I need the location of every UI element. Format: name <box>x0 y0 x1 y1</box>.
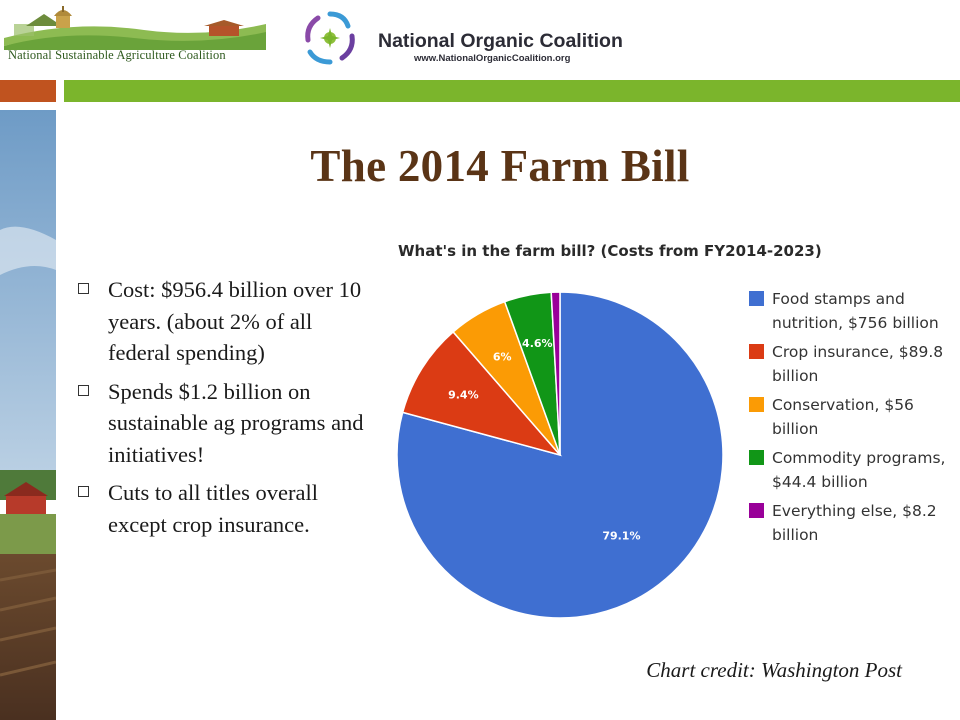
bullet-text: Spends $1.2 billion on sustainable ag pr… <box>108 378 364 467</box>
pie-slice-label: 9.4% <box>448 388 479 401</box>
legend-swatch <box>749 344 764 359</box>
bullet-item: Cost: $956.4 billion over 10 years. (abo… <box>76 274 376 369</box>
noc-logo-icon <box>305 11 355 65</box>
pie-slice <box>550 291 561 456</box>
chart-credit: Chart credit: Washington Post <box>646 658 902 682</box>
accent-bar-rust <box>0 80 56 102</box>
nsac-logo-graphic <box>4 6 266 50</box>
legend-label: Everything else, $8.2 billion <box>772 502 937 544</box>
page-title: The 2014 Farm Bill <box>310 141 690 191</box>
bullet-text: Cuts to all titles overall except crop i… <box>108 480 318 537</box>
noc-logo-name: National Organic Coalition <box>378 30 623 52</box>
bullet-item: Spends $1.2 billion on sustainable ag pr… <box>76 376 376 471</box>
noc-logo-url: www.NationalOrganicCoalition.org <box>414 53 571 64</box>
farm-photo-strip <box>0 110 56 720</box>
bullet-list: Cost: $956.4 billion over 10 years. (abo… <box>76 274 376 547</box>
pie-slice <box>396 291 724 619</box>
nsac-logo-text: National Sustainable Agriculture Coaliti… <box>8 48 226 62</box>
legend-label: Food stamps and nutrition, $756 billion <box>772 290 939 332</box>
bullet-box-icon <box>78 384 89 396</box>
pie-slice-label: 79.1% <box>602 529 640 542</box>
legend-swatch <box>749 450 764 465</box>
chart-title: What's in the farm bill? (Costs from FY2… <box>398 242 822 260</box>
bullet-text: Cost: $956.4 billion over 10 years. (abo… <box>108 277 362 365</box>
pie-slice-label: 4.6% <box>522 337 553 350</box>
bullet-box-icon <box>78 283 89 294</box>
legend-item: Crop insurance, $89.8 billion <box>749 340 949 388</box>
accent-bar-green <box>64 80 960 102</box>
legend-label: Commodity programs, $44.4 billion <box>772 449 946 491</box>
legend-swatch <box>749 397 764 412</box>
bullet-item: Cuts to all titles overall except crop i… <box>76 477 376 540</box>
legend-item: Conservation, $56 billion <box>749 393 949 441</box>
legend-label: Crop insurance, $89.8 billion <box>772 343 944 385</box>
legend-item: Food stamps and nutrition, $756 billion <box>749 287 949 335</box>
legend-item: Commodity programs, $44.4 billion <box>749 446 949 494</box>
legend-label: Conservation, $56 billion <box>772 396 914 438</box>
pie-chart: 79.1% 9.4% 6% 4.6% <box>396 291 724 619</box>
legend-swatch <box>749 291 764 306</box>
bullet-box-icon <box>78 486 89 497</box>
legend-item: Everything else, $8.2 billion <box>749 499 949 547</box>
pie-slice <box>401 330 563 457</box>
legend-swatch <box>749 503 764 518</box>
pie-slice-label: 6% <box>493 351 512 364</box>
chart-legend: Food stamps and nutrition, $756 billion … <box>749 287 949 552</box>
